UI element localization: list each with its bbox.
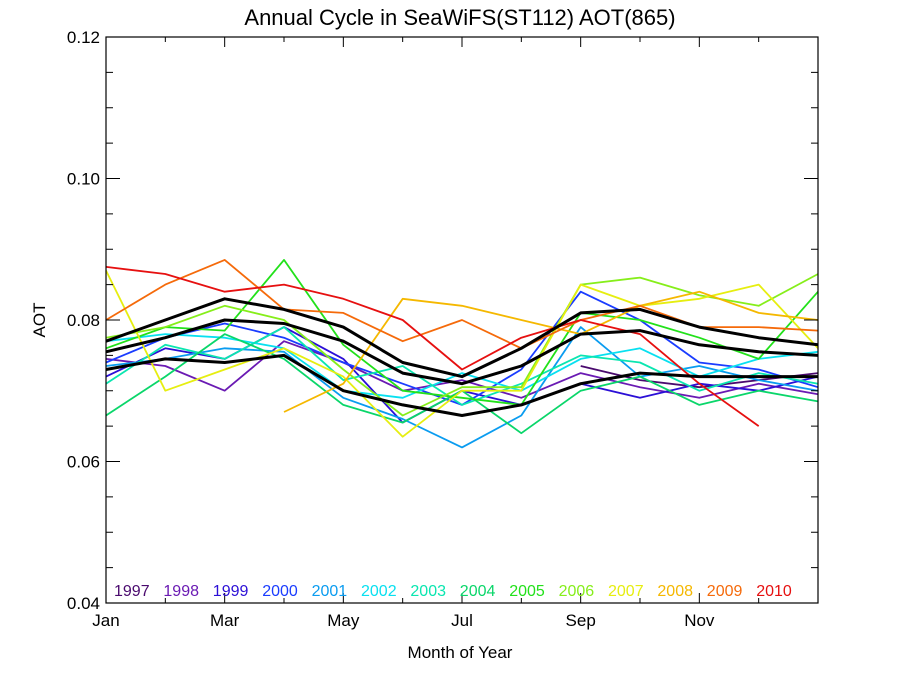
y-tick-label: 0.08: [67, 311, 100, 330]
legend-entry-2006: 2006: [559, 583, 595, 600]
legend-entry-1997: 1997: [114, 583, 150, 600]
x-tick-label: Mar: [210, 611, 240, 630]
series-line-2006: [105, 273, 819, 417]
x-tick-label: Jan: [92, 611, 119, 630]
series-line-bold-2: [105, 318, 819, 386]
x-tick-label: Nov: [684, 611, 715, 630]
legend-entry-1999: 1999: [213, 583, 249, 600]
series-line-2001: [105, 326, 819, 449]
series-line-1998: [105, 340, 819, 399]
legend-entry-2005: 2005: [509, 583, 545, 600]
legend-entry-2000: 2000: [262, 583, 298, 600]
chart-title: Annual Cycle in SeaWiFS(ST112) AOT(865): [244, 5, 675, 30]
y-tick-label: 0.04: [67, 594, 100, 613]
series-line-2010: [105, 266, 760, 427]
legend-entry-2004: 2004: [460, 583, 496, 600]
legend-entry-2003: 2003: [410, 583, 446, 600]
legend: 1997 1998 1999 2000 2001 2002 2003 2004 2005 2006…: [114, 583, 792, 600]
x-tick-label: Sep: [566, 611, 596, 630]
series-line-bold-1: [105, 297, 819, 379]
legend-entry-2007: 2007: [608, 583, 644, 600]
series-line-2008: [283, 290, 819, 413]
x-tick-label: Jul: [451, 611, 473, 630]
y-tick-label: 0.10: [67, 170, 100, 189]
x-axis-label: Month of Year: [408, 643, 513, 662]
axes-layer: Jan Mar May Jul Sep Nov 0.04 0.06 0.08 0.10 0.12: [67, 28, 819, 630]
y-tick-label: 0.12: [67, 28, 100, 47]
series-layer: [105, 258, 819, 449]
x-tick-label: May: [327, 611, 360, 630]
legend-entry-2002: 2002: [361, 583, 397, 600]
series-line-2007: [105, 270, 819, 438]
y-axis-label: AOT: [30, 303, 49, 338]
legend-entry-2008: 2008: [657, 583, 693, 600]
y-tick-label: 0.06: [67, 453, 100, 472]
legend-entry-2010: 2010: [756, 583, 792, 600]
legend-entry-2009: 2009: [707, 583, 743, 600]
series-line-2003: [105, 326, 819, 406]
legend-entry-1998: 1998: [163, 583, 199, 600]
series-line-2005: [105, 258, 819, 406]
legend-entry-2001: 2001: [312, 583, 348, 600]
series-line-bold-3: [105, 353, 818, 417]
